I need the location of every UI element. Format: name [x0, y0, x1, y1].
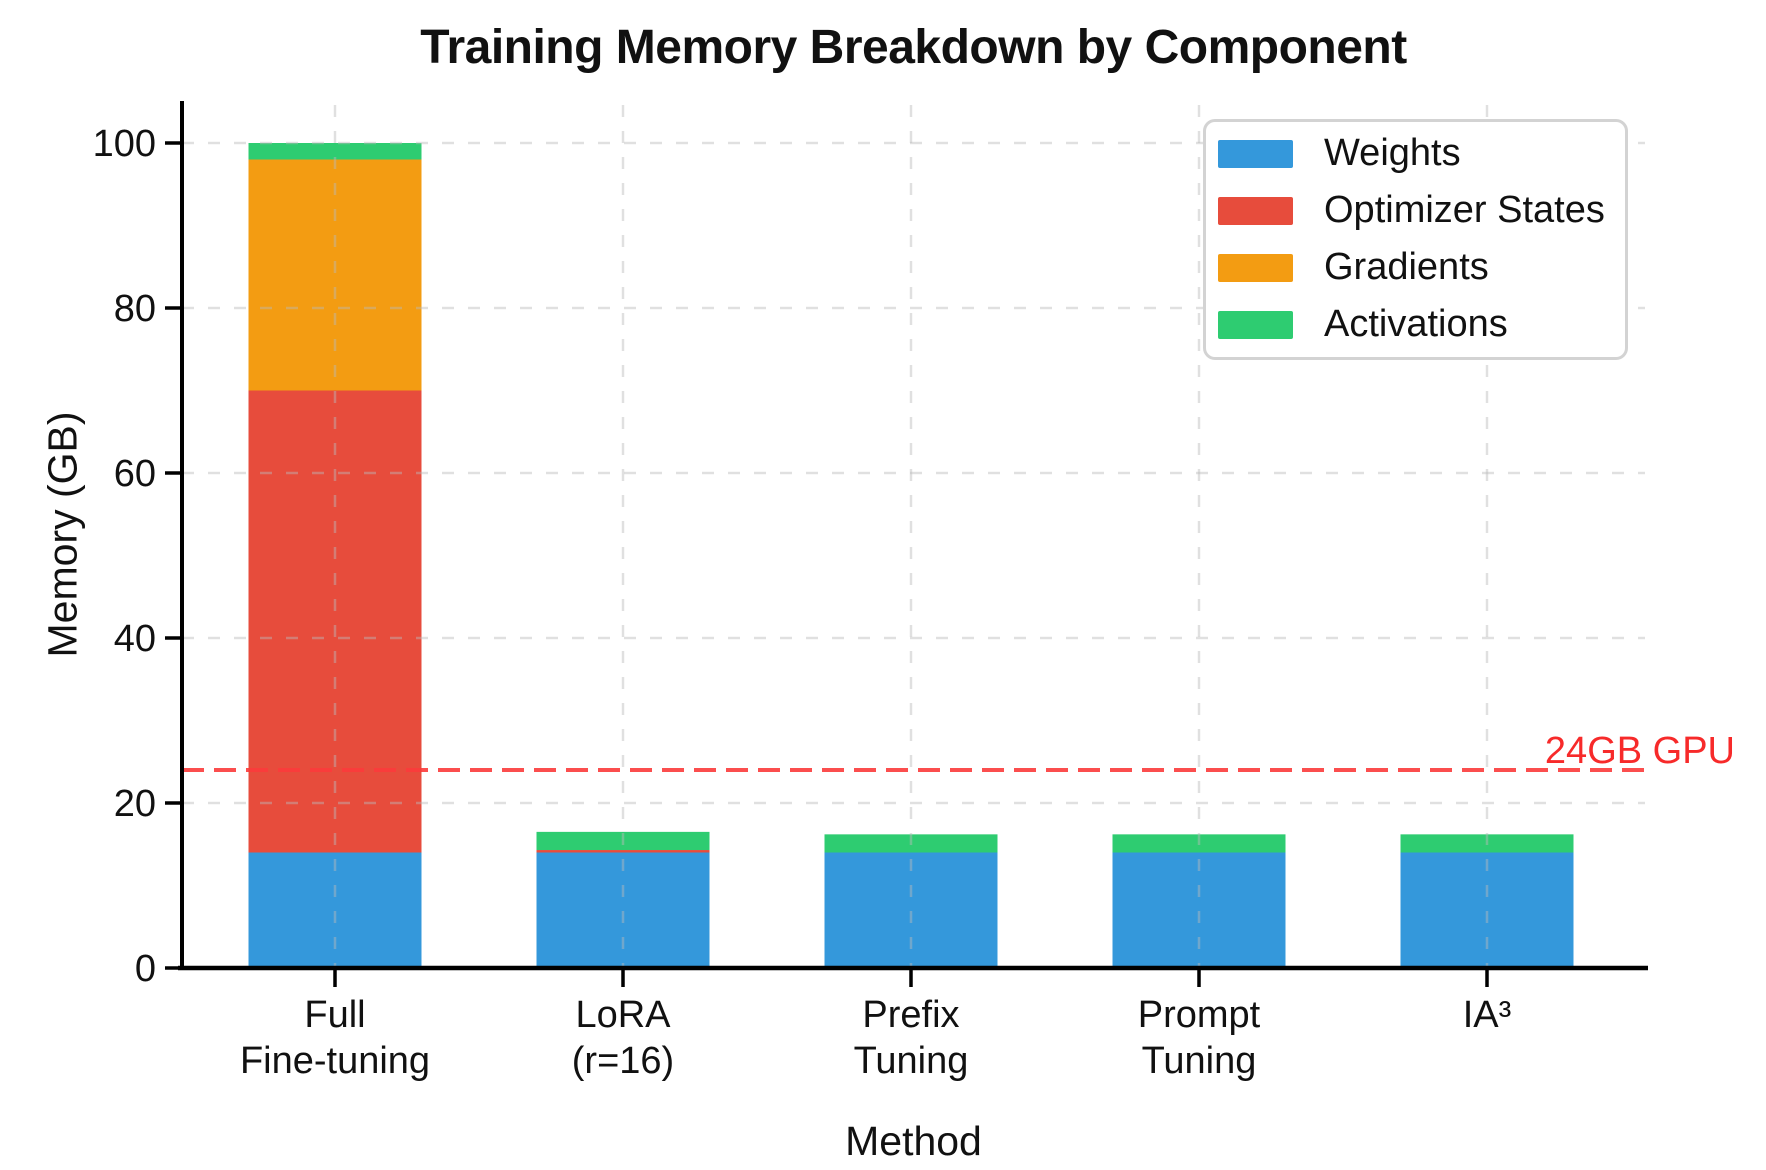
y-tick-label: 20	[114, 783, 156, 825]
legend-row-weights: Weights	[1218, 125, 1625, 182]
legend-row-activations: Activations	[1218, 296, 1625, 353]
bar-segment	[536, 831, 710, 851]
y-tick-label: 0	[135, 948, 156, 990]
bar-segment	[248, 852, 422, 968]
gpu-limit-label: 24GB GPU	[1544, 730, 1735, 772]
legend-swatch-weights	[1218, 139, 1293, 168]
x-tick-label: IA³	[1463, 994, 1512, 1036]
legend-swatch-gradients	[1218, 253, 1293, 282]
x-tick-label: Prompt Tuning	[1138, 994, 1261, 1082]
y-tick-label: 100	[93, 123, 156, 165]
bar-segment	[1112, 834, 1286, 853]
bar-segment	[536, 850, 710, 853]
chart-title: Training Memory Breakdown by Component	[420, 21, 1407, 74]
bar-segment	[1400, 834, 1574, 853]
legend-label-weights: Weights	[1324, 132, 1461, 174]
legend-label-optimizer-states: Optimizer States	[1324, 189, 1605, 231]
legend-row-gradients: Gradients	[1218, 239, 1625, 296]
bar-segment	[1400, 852, 1574, 968]
bar-segment	[536, 852, 710, 968]
bar-segment	[1112, 852, 1286, 968]
legend-row-optimizer-states: Optimizer States	[1218, 182, 1625, 239]
x-tick-label: Prefix Tuning	[854, 994, 969, 1082]
bar-segment	[248, 143, 422, 160]
legend-label-gradients: Gradients	[1324, 246, 1489, 288]
bar-segment	[248, 159, 422, 391]
legend: Weights Optimizer States Gradients Activ…	[1203, 119, 1628, 360]
legend-swatch-optimizer-states	[1218, 196, 1293, 225]
x-axis-label: Method	[845, 1118, 982, 1164]
y-tick-label: 80	[114, 288, 156, 330]
y-tick-label: 60	[114, 453, 156, 495]
y-tick-label: 40	[114, 618, 156, 660]
bar-segment	[248, 390, 422, 853]
legend-label-activations: Activations	[1324, 303, 1508, 345]
bar-segment	[824, 852, 998, 968]
x-tick-label: LoRA (r=16)	[572, 994, 674, 1082]
bar-segment	[824, 834, 998, 853]
x-tick-label: Full Fine-tuning	[240, 994, 430, 1082]
legend-swatch-activations	[1218, 310, 1293, 339]
y-axis-label: Memory (GB)	[39, 411, 86, 658]
